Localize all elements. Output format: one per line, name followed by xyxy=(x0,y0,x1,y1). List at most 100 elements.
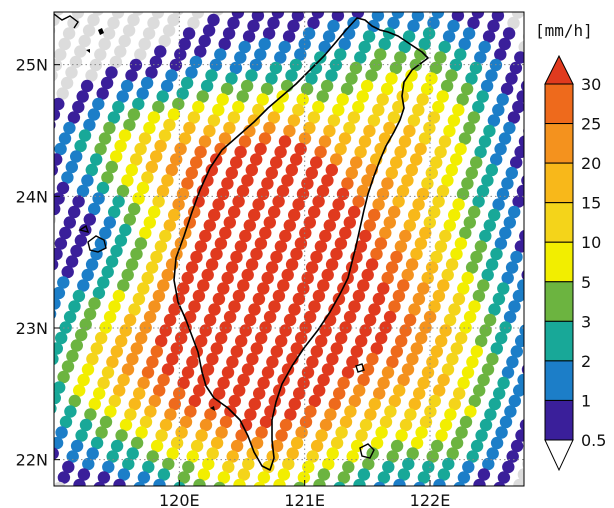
colorbar-tick-label: 2 xyxy=(581,352,591,371)
swath-footprint xyxy=(316,0,328,8)
swath-footprint xyxy=(124,408,137,421)
swath-footprint xyxy=(239,229,252,243)
swath-footprint xyxy=(221,366,235,379)
swath-footprint xyxy=(532,198,544,210)
swath-footprint xyxy=(372,292,386,306)
swath-footprint xyxy=(192,100,205,114)
swath-footprint xyxy=(446,447,459,460)
swath-footprint xyxy=(315,334,328,348)
swath-footprint xyxy=(82,457,95,471)
swath-footprint xyxy=(312,289,326,303)
swath-footprint xyxy=(269,489,281,501)
swath-footprint xyxy=(483,313,497,327)
swath-footprint xyxy=(299,321,312,334)
swath-footprint xyxy=(414,142,427,156)
swath-footprint xyxy=(203,219,216,232)
swath-footprint xyxy=(54,367,55,372)
swath-footprint xyxy=(433,478,446,486)
swath-footprint xyxy=(350,345,363,358)
swath-footprint xyxy=(392,195,405,208)
swath-footprint xyxy=(283,124,296,138)
swath-footprint xyxy=(162,24,176,37)
swath-footprint xyxy=(109,489,121,501)
swath-footprint xyxy=(70,244,83,258)
swath-footprint xyxy=(145,160,158,174)
swath-footprint xyxy=(373,387,386,400)
swath-footprint xyxy=(437,468,451,481)
swath-footprint xyxy=(323,219,336,232)
swath-footprint xyxy=(58,132,72,145)
swath-footprint xyxy=(193,478,206,486)
swath-footprint xyxy=(484,408,497,421)
swath-footprint xyxy=(209,492,221,504)
swath-footprint xyxy=(470,345,483,358)
swath-footprint xyxy=(297,471,311,484)
swath-footprint xyxy=(61,171,74,184)
swath-footprint xyxy=(361,174,374,187)
swath-footprint xyxy=(421,366,435,379)
swath-footprint xyxy=(250,436,264,450)
axes: 120E 121E 122E 25N 24N 23N 22N xyxy=(16,56,451,508)
swath-footprint xyxy=(143,121,156,135)
swath-footprint xyxy=(379,321,392,334)
swath-footprint xyxy=(434,145,447,159)
swath-footprint xyxy=(279,418,293,432)
swath-footprint xyxy=(69,489,81,501)
swath-footprint xyxy=(227,111,241,124)
swath-footprint xyxy=(357,279,370,292)
swath-footprint xyxy=(140,76,154,90)
colorbar-tick-label: 10 xyxy=(581,233,601,252)
swath-footprint xyxy=(389,489,401,501)
swath-footprint xyxy=(41,80,53,92)
swath-footprint xyxy=(372,103,385,117)
swath-footprint xyxy=(270,250,283,264)
swath-footprint xyxy=(454,237,468,250)
swath-footprint xyxy=(343,121,356,135)
swath-footprint xyxy=(532,9,544,21)
swath-footprint xyxy=(61,360,75,373)
swath-footprint xyxy=(486,447,499,460)
swath-footprint xyxy=(462,460,475,474)
swath-footprint xyxy=(103,121,116,135)
swath-footprint xyxy=(63,310,77,324)
swath-footprint xyxy=(196,0,208,8)
swath-footprint xyxy=(355,429,368,442)
swath-footprint xyxy=(448,303,461,316)
swath-footprint xyxy=(98,37,111,51)
swath-footprint xyxy=(120,79,134,93)
swath-footprint xyxy=(523,127,524,135)
swath-footprint xyxy=(403,313,417,327)
swath-footprint xyxy=(54,69,58,82)
swath-footprint xyxy=(190,439,204,453)
swath-footprint xyxy=(438,40,451,54)
swath-footprint xyxy=(221,271,234,285)
swath-footprint xyxy=(276,0,288,8)
swath-footprint xyxy=(130,153,143,166)
swath-footprint xyxy=(248,208,261,222)
swath-footprint xyxy=(203,313,217,327)
gridlines xyxy=(54,12,524,486)
swath-footprint xyxy=(376,187,390,201)
swath-footprint xyxy=(284,408,297,421)
swath-footprint xyxy=(325,258,339,271)
swath-footprint xyxy=(168,303,181,316)
swath-footprint xyxy=(352,289,366,303)
swath-footprint xyxy=(421,271,434,285)
swath-footprint xyxy=(137,282,150,295)
swath-footprint xyxy=(463,216,476,229)
swath-footprint xyxy=(36,0,48,8)
swath-footprint xyxy=(68,300,81,313)
swath-footprint xyxy=(165,163,178,177)
swath-footprint xyxy=(497,282,510,295)
swath-footprint xyxy=(240,79,254,93)
swath-footprint xyxy=(192,289,206,303)
swath-footprint xyxy=(466,450,479,463)
swath-footprint xyxy=(293,481,306,486)
swath-footprint xyxy=(238,135,252,148)
swath-footprint xyxy=(393,478,406,486)
swath-footprint xyxy=(362,457,375,471)
swath-footprint xyxy=(411,12,425,22)
swath-footprint xyxy=(54,436,64,450)
swath-footprint xyxy=(258,132,272,145)
swath-footprint xyxy=(56,87,69,100)
